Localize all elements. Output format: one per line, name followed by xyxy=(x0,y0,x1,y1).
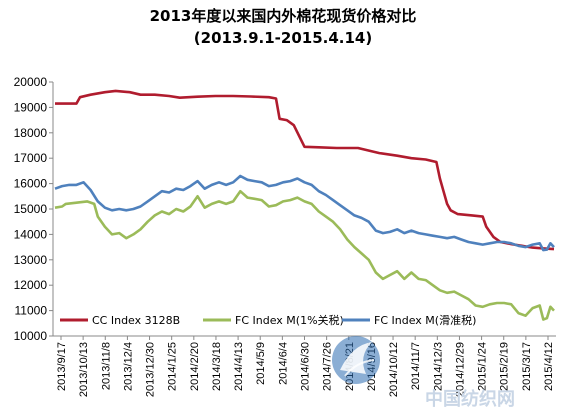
x-tick-label: 2013/10/13 xyxy=(78,342,90,397)
x-tick-label: 2013/12/30 xyxy=(145,342,157,397)
x-tick-label: 2014/2/20 xyxy=(189,342,201,391)
y-tick-label: 14000 xyxy=(14,227,48,241)
x-tick-label: 2014/6/4 xyxy=(277,342,289,385)
y-tick-label: 19000 xyxy=(14,100,48,114)
x-tick-label: 2014/10/12 xyxy=(388,342,400,397)
series-layer xyxy=(54,89,555,321)
x-tick-label: 2013/11/8 xyxy=(100,342,112,390)
x-tick-label: 2014/6/30 xyxy=(300,342,312,391)
y-tick-label: 12000 xyxy=(14,278,48,292)
series-line-1 xyxy=(55,89,555,251)
x-tick-label: 2014/4/13 xyxy=(233,342,245,391)
x-tick-label: 2015/2/19 xyxy=(499,342,511,391)
y-tick-label: 18000 xyxy=(14,126,48,140)
y-tick-label: 15000 xyxy=(14,202,48,216)
x-tick-label: 2014/1/25 xyxy=(167,342,179,391)
x-tick-label: 2014/3/18 xyxy=(211,342,223,391)
chart-title: 2013年度以来国内外棉花现货价格对比 xyxy=(150,7,417,25)
legend-label-3: FC Index M(滑准税) xyxy=(374,313,476,327)
chart-subtitle: (2013.9.1-2015.4.14) xyxy=(194,29,372,47)
series-line-2 xyxy=(54,189,555,321)
y-tick-label: 17000 xyxy=(14,151,48,165)
y-tick-label: 13000 xyxy=(14,253,48,267)
x-tick-label: 2013/12/4 xyxy=(122,342,134,391)
x-tick-label: 2015/4/12 xyxy=(543,342,555,391)
x-tick-label: 2014/7/26 xyxy=(322,342,334,391)
x-tick-label: 2015/3/17 xyxy=(521,342,533,391)
legend-label-1: CC Index 3128B xyxy=(92,314,180,327)
x-tick-label: 2015/1/24 xyxy=(477,342,489,391)
legend: CC Index 3128B FC Index M(1%关税) FC Index M… xyxy=(60,313,476,327)
y-tick-label: 16000 xyxy=(14,177,48,191)
x-tick-label: 2014/5/9 xyxy=(255,342,267,385)
legend-label-2: FC Index M(1%关税) xyxy=(235,313,344,327)
y-tick-label: 11000 xyxy=(15,304,48,318)
x-tick-label: 2014/12/29 xyxy=(454,342,466,397)
x-tick-label: 2013/9/17 xyxy=(56,342,68,391)
x-tick-label: 2014/11/7 xyxy=(410,342,422,390)
watermark-logo xyxy=(332,336,380,384)
series-line-3 xyxy=(54,174,555,252)
x-tick-label: 2014/12/3 xyxy=(432,342,444,391)
y-tick-label: 10000 xyxy=(14,329,48,343)
watermark-text: 中国纺织网 xyxy=(425,388,515,410)
y-tick-label: 20000 xyxy=(14,75,48,89)
axes: 10000 11000 12000 13000 14000 15000 16000 17000… xyxy=(14,75,556,397)
